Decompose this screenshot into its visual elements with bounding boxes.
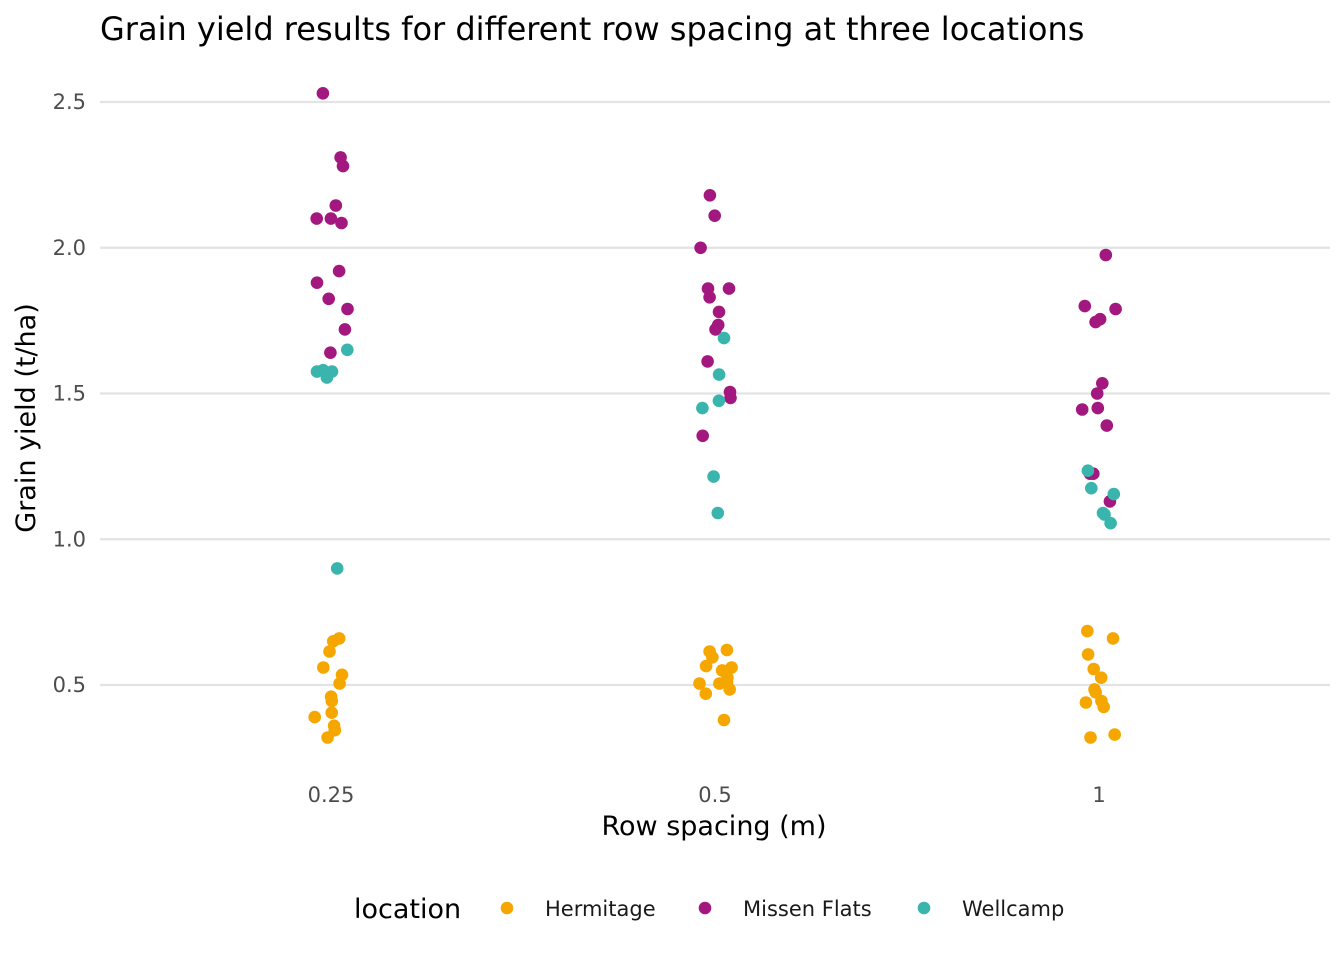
data-point bbox=[706, 651, 719, 664]
x-tick-label: 1 bbox=[1092, 783, 1105, 807]
data-point bbox=[725, 661, 738, 674]
data-point bbox=[720, 643, 734, 657]
y-axis-title: Grain yield (t/ha) bbox=[11, 303, 42, 533]
legend-label: Wellcamp bbox=[962, 897, 1064, 921]
data-point bbox=[1091, 401, 1105, 415]
data-point bbox=[321, 731, 334, 744]
data-point bbox=[699, 687, 713, 700]
data-point bbox=[696, 401, 709, 415]
y-tick-label: 2.0 bbox=[53, 236, 86, 260]
data-point bbox=[1089, 315, 1102, 329]
data-point bbox=[329, 199, 343, 212]
y-tick-label: 1.0 bbox=[53, 527, 86, 551]
data-point bbox=[712, 368, 726, 381]
data-point bbox=[308, 710, 322, 724]
data-point bbox=[325, 694, 339, 708]
data-point bbox=[1090, 387, 1104, 400]
data-point bbox=[701, 355, 714, 368]
chart-title: Grain yield results for different row sp… bbox=[100, 10, 1084, 48]
y-axis-ticks: 0.5 1.0 1.5 2.0 2.5 bbox=[53, 90, 86, 697]
data-point bbox=[1087, 662, 1100, 676]
data-point bbox=[711, 506, 725, 520]
legend: location Hermitage Missen Flats Wellcamp bbox=[354, 894, 1064, 925]
data-point bbox=[1081, 624, 1094, 638]
data-point bbox=[1084, 731, 1097, 744]
x-tick-label: 0.25 bbox=[308, 783, 355, 807]
data-point bbox=[1099, 248, 1113, 262]
data-point bbox=[316, 87, 330, 100]
legend-key bbox=[698, 901, 712, 915]
data-point bbox=[338, 323, 352, 336]
data-point bbox=[1085, 481, 1098, 495]
data-point bbox=[707, 470, 720, 483]
data-point bbox=[317, 661, 330, 674]
data-point bbox=[1106, 632, 1120, 645]
data-point bbox=[320, 371, 334, 384]
data-point bbox=[324, 346, 337, 360]
data-point bbox=[1081, 648, 1095, 661]
legend-key bbox=[500, 901, 514, 915]
data-point bbox=[717, 713, 731, 727]
data-point bbox=[717, 331, 731, 345]
data-point bbox=[1109, 302, 1122, 316]
x-tick-label: 0.5 bbox=[698, 783, 731, 807]
legend-key bbox=[917, 901, 931, 915]
data-point bbox=[310, 365, 324, 378]
data-point bbox=[1078, 299, 1092, 313]
data-point bbox=[1081, 464, 1095, 478]
data-point bbox=[310, 212, 324, 225]
data-point bbox=[703, 291, 716, 304]
grid-lines bbox=[100, 100, 1330, 687]
data-point bbox=[332, 264, 346, 278]
data-point bbox=[323, 645, 336, 658]
data-point bbox=[1094, 671, 1108, 684]
data-point bbox=[1108, 728, 1121, 741]
data-point bbox=[713, 677, 726, 690]
data-point bbox=[341, 302, 354, 316]
data-point bbox=[1096, 377, 1109, 390]
data-point bbox=[326, 635, 340, 648]
data-point bbox=[712, 394, 726, 408]
data-point bbox=[696, 429, 709, 443]
data-point bbox=[1075, 403, 1089, 416]
y-tick-label: 2.5 bbox=[53, 90, 86, 114]
data-point bbox=[310, 276, 324, 290]
data-point bbox=[693, 677, 706, 690]
data-point bbox=[1100, 419, 1114, 432]
x-axis-ticks: 0.25 0.5 1 bbox=[308, 783, 1106, 807]
x-axis-title: Row spacing (m) bbox=[601, 811, 826, 842]
y-tick-label: 1.5 bbox=[53, 382, 86, 406]
data-point bbox=[724, 391, 737, 405]
data-point bbox=[699, 659, 713, 673]
data-point bbox=[330, 562, 344, 575]
data-point bbox=[1104, 516, 1117, 530]
data-point bbox=[335, 216, 348, 230]
data-point bbox=[322, 292, 336, 306]
data-point bbox=[341, 343, 354, 357]
data-point bbox=[712, 305, 726, 319]
data-point bbox=[709, 323, 722, 336]
data-point bbox=[325, 706, 339, 719]
data-point bbox=[703, 189, 717, 202]
data-point bbox=[1097, 700, 1110, 714]
data-point bbox=[708, 209, 721, 222]
legend-label: Hermitage bbox=[545, 897, 656, 921]
data-point bbox=[324, 212, 338, 225]
data-point bbox=[336, 159, 350, 173]
data-point bbox=[1107, 487, 1121, 501]
data-point bbox=[694, 241, 707, 255]
data-point bbox=[333, 677, 346, 690]
data-points bbox=[308, 87, 1122, 744]
legend-label: Missen Flats bbox=[743, 897, 872, 921]
data-point bbox=[723, 683, 736, 696]
legend-title: location bbox=[354, 894, 461, 925]
data-point bbox=[722, 282, 736, 295]
y-tick-label: 0.5 bbox=[53, 673, 86, 697]
data-point bbox=[1079, 696, 1093, 709]
